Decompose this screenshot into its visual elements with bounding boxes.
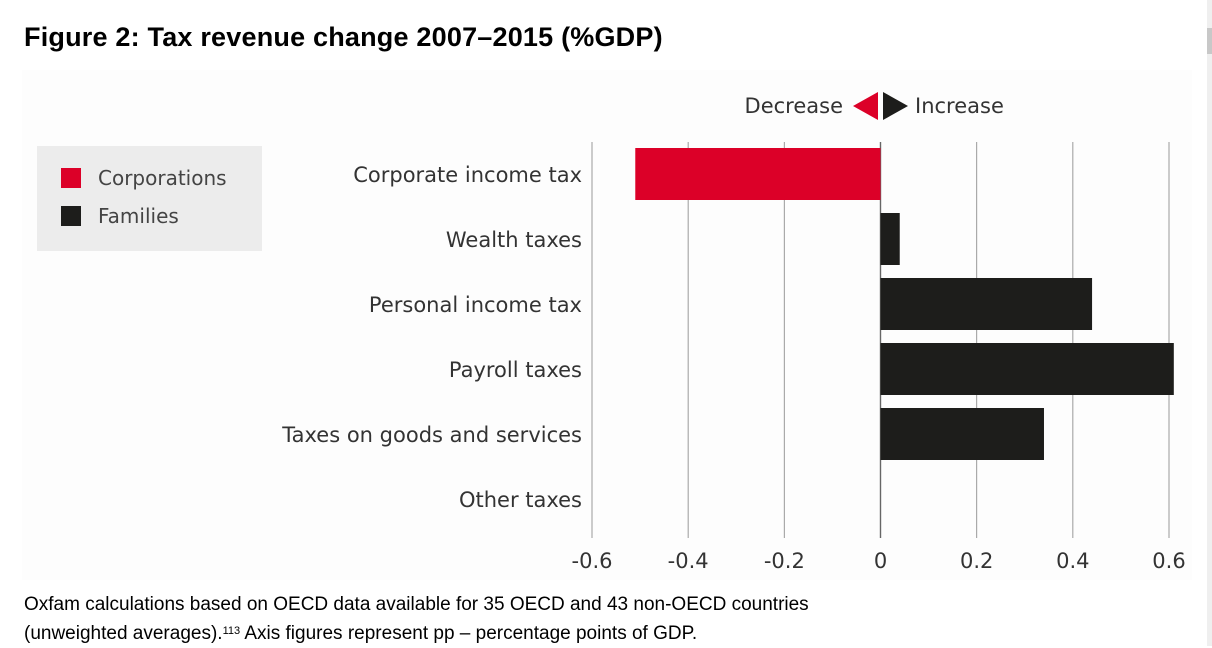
caption-line-2-start: (unweighted averages).	[24, 623, 223, 644]
scrollbar-thumb[interactable]	[1207, 28, 1212, 54]
x-tick-label: -0.6	[572, 549, 613, 573]
legend-swatch-corporations	[61, 168, 81, 188]
vertical-scrollbar[interactable]	[1207, 0, 1212, 646]
grid-lines	[591, 142, 1170, 538]
legend-label-corporations: Corporations	[98, 166, 227, 190]
caption-line-1: Oxfam calculations based on OECD data av…	[24, 594, 809, 615]
x-tick-label: -0.4	[668, 549, 709, 573]
category-label: Corporate income tax	[353, 163, 582, 187]
figure-caption: Oxfam calculations based on OECD data av…	[24, 590, 809, 648]
category-label: Payroll taxes	[449, 358, 582, 382]
legend-box	[37, 146, 262, 251]
legend-swatch-families	[61, 206, 81, 226]
bar	[880, 213, 900, 265]
decrease-label: Decrease	[745, 94, 843, 118]
figure-title: Figure 2: Tax revenue change 2007–2015 (…	[24, 22, 663, 52]
increase-arrow-icon	[883, 92, 908, 120]
bar	[880, 343, 1174, 395]
decrease-arrow-icon	[853, 92, 878, 120]
category-label: Personal income tax	[369, 293, 582, 317]
category-labels: Corporate income tax Wealth taxes Personal…	[281, 163, 582, 512]
caption-line-2: (unweighted averages).113 Axis figures r…	[24, 619, 809, 648]
footnote-ref: 113	[222, 625, 241, 637]
legend-label-families: Families	[98, 204, 179, 228]
direction-indicator: Decrease Increase	[745, 92, 1004, 120]
bars	[635, 148, 1174, 460]
legend: Corporations Families	[37, 146, 262, 251]
category-label: Wealth taxes	[446, 228, 582, 252]
x-tick-label: 0.6	[1152, 549, 1185, 573]
bar	[880, 408, 1044, 460]
bar	[880, 278, 1093, 330]
caption-line-2-end: Axis figures represent pp – percentage p…	[240, 623, 698, 644]
x-tick-label: 0.4	[1056, 549, 1089, 573]
x-tick-label: 0.2	[960, 549, 993, 573]
x-tick-label: -0.2	[764, 549, 805, 573]
category-label: Other taxes	[459, 488, 582, 512]
category-label: Taxes on goods and services	[281, 423, 582, 447]
increase-label: Increase	[915, 94, 1004, 118]
x-axis-ticks: -0.6 -0.4 -0.2 0 0.2 0.4 0.6	[572, 549, 1186, 573]
x-tick-label: 0	[874, 549, 887, 573]
bar	[635, 148, 881, 200]
